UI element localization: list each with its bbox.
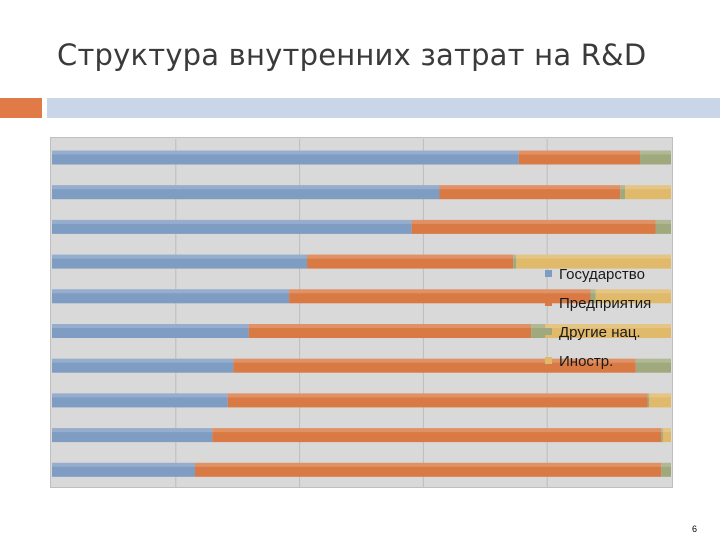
bar-highlight bbox=[194, 462, 662, 467]
bar-highlight bbox=[248, 324, 532, 328]
legend-label: Иностр. bbox=[559, 353, 613, 370]
bar-highlight bbox=[439, 185, 621, 190]
bar-highlight bbox=[233, 358, 636, 363]
legend-label: Другие нац. bbox=[559, 324, 641, 341]
bar-highlight bbox=[531, 324, 546, 328]
bar-highlight bbox=[52, 462, 195, 467]
bar-segment bbox=[635, 358, 671, 373]
bar-highlight bbox=[52, 324, 249, 328]
bar-segment bbox=[545, 324, 671, 338]
bar-highlight bbox=[411, 219, 656, 224]
legend-swatch bbox=[545, 299, 552, 306]
bar-highlight bbox=[307, 254, 514, 259]
bar-highlight bbox=[52, 393, 228, 398]
bar-segment bbox=[52, 289, 290, 304]
bar-segment bbox=[52, 219, 412, 234]
bar-segment bbox=[411, 219, 656, 234]
bar-segment bbox=[52, 428, 213, 443]
bar-segment bbox=[194, 462, 662, 477]
bar-segment bbox=[52, 254, 308, 269]
bar-highlight bbox=[289, 289, 591, 294]
bar-segment bbox=[661, 462, 671, 477]
slide-title: Структура внутренних затрат на R&D bbox=[57, 38, 647, 72]
bar-highlight bbox=[640, 150, 671, 155]
bar-highlight bbox=[545, 324, 671, 328]
bar-highlight bbox=[661, 428, 663, 433]
bar-segment bbox=[647, 393, 650, 408]
legend-label: Государство bbox=[559, 266, 645, 283]
bar-highlight bbox=[661, 462, 671, 467]
bar-segment bbox=[649, 393, 671, 408]
bar-highlight bbox=[52, 358, 234, 363]
bar-segment bbox=[661, 428, 663, 443]
bar-highlight bbox=[647, 393, 650, 398]
bar-highlight bbox=[227, 393, 648, 398]
bar-segment bbox=[625, 185, 671, 200]
bar-highlight bbox=[590, 289, 596, 294]
bar-highlight bbox=[52, 185, 440, 190]
bar-segment bbox=[662, 428, 671, 443]
bar-segment bbox=[52, 358, 234, 373]
bar-segment bbox=[590, 289, 596, 304]
bar-segment bbox=[620, 185, 626, 200]
bar-segment bbox=[52, 185, 440, 200]
legend-swatch bbox=[545, 328, 552, 335]
bar-highlight bbox=[516, 254, 671, 259]
bar-highlight bbox=[52, 150, 519, 155]
bar-highlight bbox=[52, 219, 412, 224]
bar-highlight bbox=[52, 289, 290, 294]
bar-segment bbox=[513, 254, 517, 269]
legend-label: Предприятия bbox=[559, 295, 651, 312]
bar-segment bbox=[52, 324, 249, 338]
bar-segment bbox=[52, 462, 195, 477]
bar-segment bbox=[227, 393, 648, 408]
bar-segment bbox=[655, 219, 671, 234]
accent-bar-blue bbox=[47, 98, 720, 118]
page-number: 6 bbox=[692, 524, 698, 534]
bar-segment bbox=[52, 150, 519, 165]
bar-segment bbox=[248, 324, 532, 338]
legend-swatch bbox=[545, 357, 552, 364]
bar-segment bbox=[518, 150, 641, 165]
bar-highlight bbox=[649, 393, 671, 398]
bar-highlight bbox=[625, 185, 671, 190]
bar-segment bbox=[595, 289, 671, 304]
bar-highlight bbox=[518, 150, 641, 155]
accent-bar-orange bbox=[0, 98, 42, 118]
bar-segment bbox=[516, 254, 671, 269]
bar-segment bbox=[233, 358, 636, 373]
bar-highlight bbox=[212, 428, 662, 433]
bar-segment bbox=[212, 428, 662, 443]
bar-highlight bbox=[513, 254, 517, 259]
bar-segment bbox=[307, 254, 514, 269]
bar-highlight bbox=[52, 254, 308, 259]
legend-swatch bbox=[545, 270, 552, 277]
bar-segment bbox=[531, 324, 546, 338]
bar-highlight bbox=[620, 185, 626, 190]
bar-segment bbox=[439, 185, 621, 200]
bar-highlight bbox=[595, 289, 671, 294]
bar-highlight bbox=[655, 219, 671, 224]
bar-segment bbox=[640, 150, 671, 165]
bar-segment bbox=[52, 393, 228, 408]
bar-segment bbox=[289, 289, 591, 304]
bar-highlight bbox=[635, 358, 671, 363]
bar-highlight bbox=[662, 428, 671, 433]
bar-highlight bbox=[52, 428, 213, 433]
